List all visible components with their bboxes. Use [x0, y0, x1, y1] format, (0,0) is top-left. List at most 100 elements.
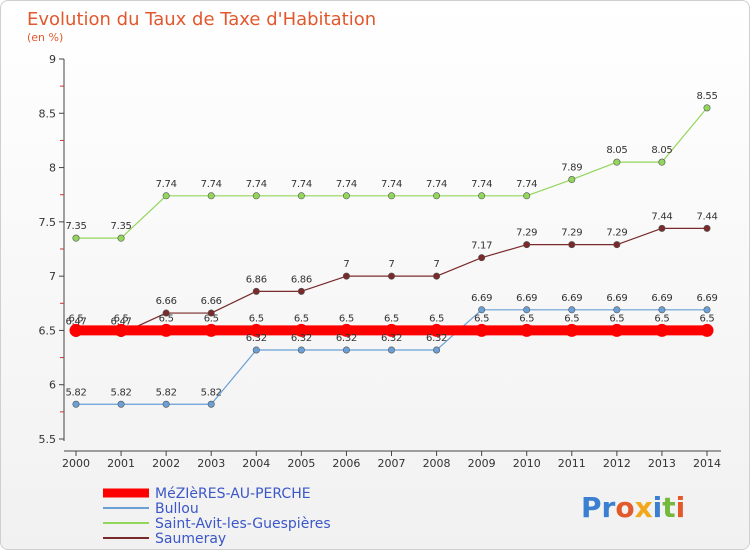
data-label: 5.82 — [65, 387, 86, 398]
data-point — [117, 234, 125, 242]
data-label: 7.29 — [561, 228, 582, 239]
x-tick-label: 2005 — [287, 457, 315, 470]
x-tick-label: 2007 — [378, 457, 406, 470]
data-point — [700, 323, 714, 337]
legend: MéZIèRES-AU-PERCHEBullouSaint-Avit-les-G… — [103, 486, 331, 547]
data-label: 6.5 — [249, 313, 264, 324]
y-tick-label: 8 — [49, 162, 56, 175]
y-tick-label: 7 — [49, 270, 56, 283]
data-label: 6.5 — [339, 313, 354, 324]
data-label: 7.35 — [111, 221, 132, 232]
y-tick-label: 6.5 — [39, 324, 57, 337]
data-point — [342, 272, 350, 280]
data-label: 7.74 — [471, 179, 492, 190]
data-label: 6.5 — [699, 313, 714, 324]
proxiti-logo: Proxiti — [581, 491, 685, 524]
data-label: 7.35 — [65, 221, 86, 232]
data-label: 7.74 — [336, 179, 357, 190]
data-label: 5.82 — [111, 387, 132, 398]
logo-text: Proxiti — [581, 491, 685, 524]
data-label: 6.5 — [114, 313, 129, 324]
data-point — [69, 323, 83, 337]
data-label: 8.05 — [651, 145, 672, 156]
data-label: 6.86 — [291, 274, 312, 285]
data-label: 6.5 — [519, 313, 534, 324]
data-point — [523, 241, 531, 249]
data-label: 7 — [434, 259, 440, 270]
x-tick-label: 2004 — [242, 457, 270, 470]
data-label: 7 — [388, 259, 394, 270]
data-label: 6.5 — [609, 313, 624, 324]
data-point — [565, 323, 579, 337]
data-point — [162, 192, 170, 200]
data-label: 7.89 — [561, 163, 582, 174]
data-label: 6.5 — [68, 313, 83, 324]
x-tick-label: 2006 — [332, 457, 360, 470]
data-label: 6.69 — [471, 293, 492, 304]
axes: 5.5 6 6.5 7 7.5 8 8.5 9 2000 2001 2002 2003 2004 2005… — [39, 53, 721, 470]
data-point — [610, 323, 624, 337]
data-label: 7.74 — [381, 179, 402, 190]
data-point — [703, 224, 711, 232]
data-label: 6.5 — [564, 313, 579, 324]
data-label: 6.5 — [384, 313, 399, 324]
data-label: 6.32 — [246, 333, 267, 344]
data-point — [162, 309, 170, 317]
x-tick-label: 2003 — [197, 457, 225, 470]
data-point — [342, 346, 350, 354]
data-point — [117, 400, 125, 408]
data-labels: 6.5 6.5 6.5 6.5 6.5 6.5 6.5 6.5 6.5 6.5 6.5 6.5 6.5 6… — [65, 91, 717, 398]
data-label: 7.74 — [426, 179, 447, 190]
y-tick-label: 7.5 — [39, 216, 57, 229]
data-label: 6.32 — [381, 333, 402, 344]
data-label: 6.5 — [204, 313, 219, 324]
data-point — [385, 323, 398, 337]
data-label: 7.74 — [156, 179, 177, 190]
data-label: 8.05 — [606, 145, 627, 156]
data-label: 6.47 — [65, 317, 86, 328]
data-label: 6.66 — [201, 296, 222, 307]
data-point — [252, 192, 260, 200]
data-label: 5.82 — [201, 387, 222, 398]
data-label: 6.5 — [429, 313, 444, 324]
data-point — [114, 323, 128, 337]
data-point — [655, 323, 669, 337]
data-point — [613, 158, 621, 166]
data-point — [568, 176, 576, 184]
data-point — [658, 306, 666, 314]
x-tick-label: 2013 — [648, 457, 676, 470]
data-point — [252, 346, 260, 354]
data-label: 7.74 — [201, 179, 222, 190]
data-point — [159, 323, 173, 337]
data-label: 7.17 — [471, 241, 492, 252]
data-label: 6.69 — [606, 293, 627, 304]
data-label: 6.69 — [696, 293, 717, 304]
data-point — [613, 306, 621, 314]
data-label: 6.32 — [426, 333, 447, 344]
y-tick-label: 6 — [49, 379, 56, 392]
x-tick-label: 2000 — [62, 457, 90, 470]
data-label: 7.74 — [516, 179, 537, 190]
data-label: 6.5 — [159, 313, 174, 324]
x-tick-label: 2010 — [513, 457, 541, 470]
data-label: 7.44 — [651, 211, 672, 222]
data-label: 6.5 — [474, 313, 489, 324]
data-point — [207, 309, 215, 317]
data-point — [523, 306, 531, 314]
series-group — [69, 104, 714, 408]
data-label: 7.29 — [516, 228, 537, 239]
data-point — [252, 287, 260, 295]
y-tick-label: 8.5 — [39, 107, 57, 120]
data-point — [297, 346, 305, 354]
data-point — [658, 224, 666, 232]
data-point — [703, 104, 711, 112]
data-label: 6.86 — [246, 274, 267, 285]
chart-subtitle: (en %) — [27, 31, 63, 44]
x-tick-label: 2011 — [558, 457, 586, 470]
legend-entry: Saumeray — [155, 531, 226, 547]
data-label: 6.32 — [291, 333, 312, 344]
data-label: 6.69 — [651, 293, 672, 304]
legend-entry: Bullou — [155, 501, 199, 517]
